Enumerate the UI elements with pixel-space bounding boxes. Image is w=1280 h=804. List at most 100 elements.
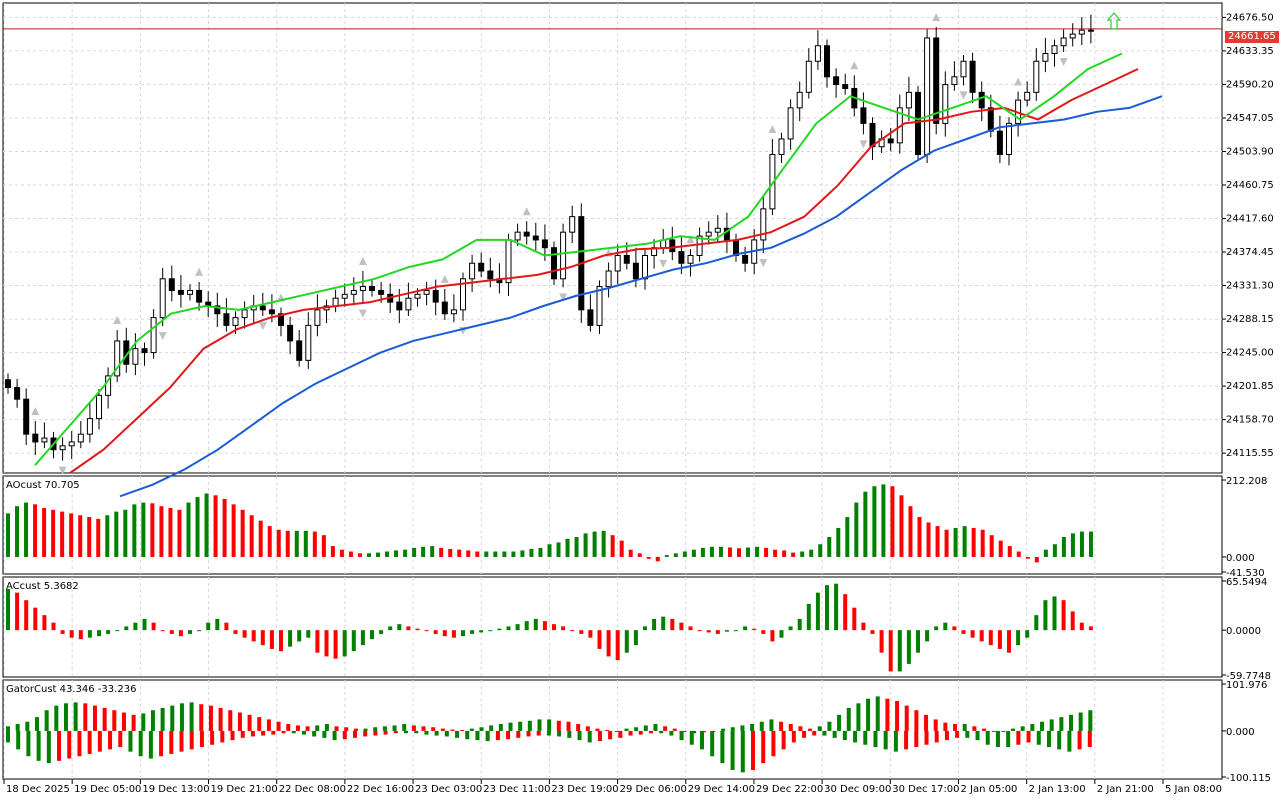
- ao-bar: [727, 547, 732, 557]
- candle-bull: [1069, 33, 1076, 39]
- ao-bar: [574, 537, 579, 557]
- x-tick-label: 19 Dec 13:00: [142, 784, 209, 795]
- gator-upper-bar: [276, 721, 281, 731]
- ac-bar: [424, 630, 429, 632]
- gator-lower-bar: [240, 730, 245, 738]
- gator-upper-bar: [982, 728, 987, 731]
- candle-bull: [423, 289, 430, 295]
- gator-upper-bar: [547, 719, 552, 731]
- candle-bear: [5, 379, 11, 389]
- gator-lower-bar: [638, 730, 643, 735]
- ac-bar: [934, 626, 939, 631]
- candle-bear: [214, 305, 221, 315]
- ac-bar: [1088, 626, 1093, 631]
- ac-bar: [979, 630, 984, 642]
- gator-lower-bar: [108, 730, 113, 750]
- gator-upper-bar: [730, 727, 735, 731]
- gator-lower-bar: [618, 730, 623, 738]
- fractal-down-marker: [58, 466, 67, 475]
- ac-bar: [197, 630, 202, 632]
- ao-bar: [366, 553, 371, 557]
- gator-lower-bar: [536, 730, 541, 736]
- current-price-tag: 24661.65: [1225, 31, 1279, 43]
- gator-lower-bar: [893, 730, 898, 752]
- candle-bull: [59, 445, 66, 451]
- gator-lower-bar: [118, 730, 123, 748]
- ac-bar: [351, 630, 356, 652]
- gator-upper-bar: [740, 725, 745, 731]
- fractal-down-marker: [258, 322, 267, 331]
- fractal-down-marker: [158, 332, 167, 341]
- ao-bar: [312, 531, 317, 557]
- gator-upper-bar: [1020, 726, 1025, 731]
- gator-lower-bar: [648, 730, 653, 734]
- gator-lower-bar: [597, 730, 602, 742]
- candle-bear: [678, 251, 685, 264]
- gator-lower-bar: [271, 730, 276, 735]
- gator-upper-bar: [1030, 724, 1035, 731]
- ao-bar: [935, 526, 940, 557]
- ac-bar: [724, 630, 729, 632]
- ac-bar: [1079, 622, 1084, 631]
- gator-upper-bar: [914, 710, 919, 731]
- gator-lower-bar: [261, 730, 266, 736]
- gator-upper-bar: [257, 717, 262, 731]
- fractal-up-marker: [31, 406, 40, 415]
- ao-bar: [908, 506, 913, 557]
- ac-bar: [697, 630, 702, 632]
- ac-bar: [606, 630, 611, 657]
- gator-upper-bar: [943, 722, 948, 731]
- gator-lower-bar: [710, 730, 715, 757]
- gator-upper-bar: [875, 696, 880, 731]
- ao-bar: [159, 506, 164, 557]
- candle-bull: [614, 254, 621, 272]
- gator-lower-bar: [985, 730, 990, 745]
- candle-bull: [1051, 45, 1058, 54]
- candle-bull: [405, 297, 412, 311]
- candle-bull: [569, 216, 576, 233]
- ao-bar: [249, 515, 254, 557]
- gator-lower-bar: [873, 730, 878, 748]
- gator-lower-bar: [26, 730, 31, 757]
- candle-bear: [587, 309, 594, 326]
- ao-bar: [448, 548, 453, 557]
- ao-bar: [466, 550, 471, 557]
- ac-bar: [324, 630, 329, 657]
- candle-bear: [23, 398, 30, 435]
- x-tick-label: 29 Dec 14:00: [688, 784, 755, 795]
- ao-bar: [114, 511, 119, 557]
- y-tick-label: 24633.35: [1226, 46, 1274, 57]
- ao-bar: [782, 550, 787, 557]
- gator-upper-bar: [170, 705, 175, 731]
- ao-bar: [628, 549, 633, 557]
- gator-lower-bar: [883, 730, 888, 750]
- gator-lower-bar: [301, 730, 306, 735]
- gator-lower-bar: [965, 730, 970, 738]
- ao-bar: [150, 503, 155, 557]
- candle-bull: [332, 297, 339, 307]
- ao-bar: [619, 540, 624, 557]
- gator-upper-bar: [150, 710, 155, 731]
- candle-bull: [1042, 52, 1049, 62]
- gator-lower-bar: [557, 730, 562, 737]
- candle-bull: [341, 293, 348, 299]
- candle-bear: [32, 433, 39, 443]
- x-tick-label: 2 Jan 13:00: [1029, 784, 1086, 795]
- gator-upper-bar: [614, 730, 619, 732]
- ao-bar: [1061, 537, 1066, 557]
- y-tick-label: -59.7748: [1226, 671, 1271, 682]
- candle-bear: [196, 289, 203, 303]
- gator-lower-bar: [812, 730, 817, 736]
- y-tick-label: 24590.20: [1226, 79, 1274, 90]
- gator-upper-bar: [469, 728, 474, 731]
- gator-lower-bar: [485, 730, 490, 742]
- ao-bar: [33, 504, 38, 557]
- candle-bull: [687, 254, 694, 264]
- y-tick-label: 0.0000: [1226, 626, 1261, 637]
- candle-bear: [296, 340, 303, 361]
- ao-bar: [1016, 551, 1021, 557]
- ac-bar: [834, 583, 839, 631]
- gator-lower-bar: [373, 730, 378, 736]
- ac-bar: [251, 630, 256, 642]
